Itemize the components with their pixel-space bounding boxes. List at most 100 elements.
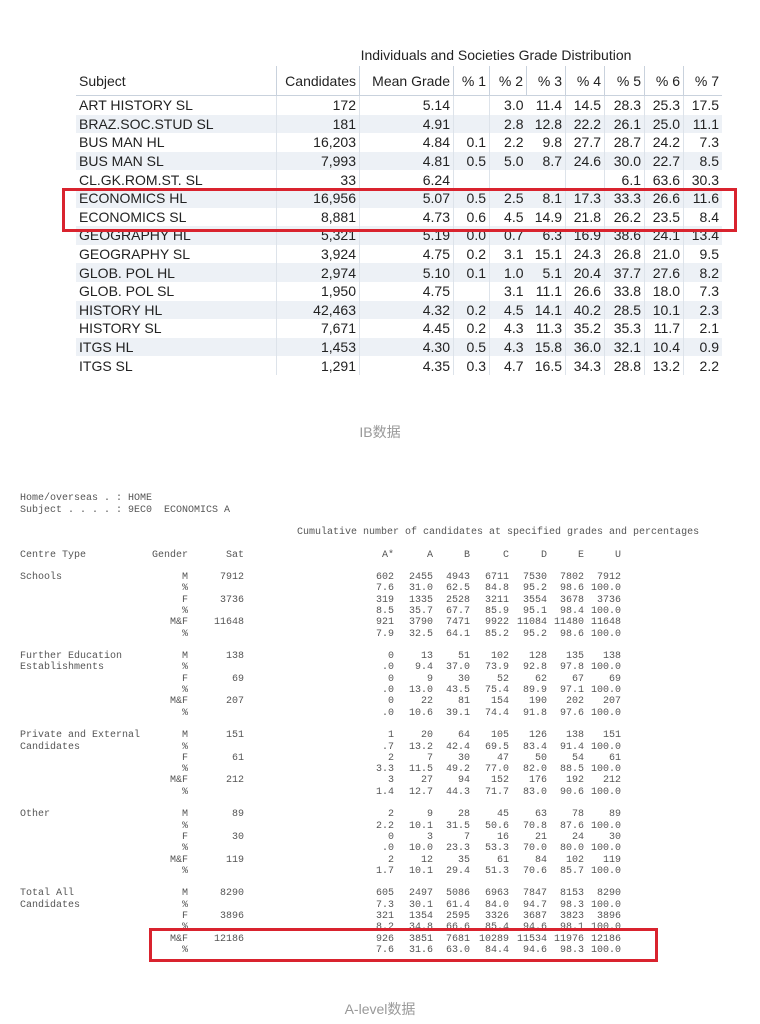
value-cell: 50.6 (484, 820, 509, 832)
value-cell: 1335 (408, 594, 433, 606)
table-row: BUS MAN SL 7,993 4.81 0.5 5.0 8.7 24.6 30.0 22.7… (76, 151, 722, 171)
value-cell: 3823 (559, 911, 584, 922)
table-row: GEOGRAPHY SL 3,924 4.75 0.2 3.1 15.1 24.3 26.8 2… (76, 244, 722, 264)
gender-cell: M&F (169, 854, 188, 866)
value-cell: 51.3 (484, 865, 509, 877)
value-cell: 1,453 (276, 337, 360, 357)
value-cell: 14.5 (565, 95, 605, 115)
value-cell: 4.7 (489, 356, 527, 375)
value-cell: 97.6 (559, 707, 584, 719)
value-cell: 98.6 (559, 628, 584, 640)
value-cell: 63 (534, 809, 547, 821)
centre-type-label: Candidates (20, 741, 81, 753)
value-cell: 82.0 (522, 764, 547, 776)
table-row: GLOB. POL HL 2,974 5.10 0.1 1.0 5.1 20.4 37.7 27… (76, 263, 722, 282)
value-cell: 89 (608, 809, 621, 821)
value-cell: 0 (387, 831, 394, 843)
value-cell: 8.7 (526, 151, 566, 171)
value-cell: 100.0 (590, 628, 621, 640)
gender-cell: M (181, 651, 188, 663)
value-cell: 100.0 (590, 583, 621, 595)
value-cell: 33.3 (604, 188, 645, 208)
value-cell: 85.4 (484, 922, 509, 934)
value-cell: 70.0 (522, 843, 547, 855)
value-cell: 80.0 (559, 843, 584, 855)
ib-table-title: Individuals and Societies Grade Distribu… (360, 47, 632, 63)
value-cell: 44.3 (445, 786, 470, 798)
value-cell: 8.2 (375, 922, 394, 934)
value-cell: 24.3 (565, 244, 605, 264)
value-cell: 51 (457, 651, 470, 663)
value-cell: 11.5 (408, 764, 433, 776)
value-cell: 100.0 (590, 786, 621, 798)
value-cell: 7.3 (683, 281, 722, 301)
value-cell: 0.9 (683, 337, 722, 357)
value-cell: 11976 (553, 933, 584, 945)
value-cell: 28 (457, 809, 470, 821)
value-cell: 3896 (219, 911, 244, 922)
value-cell: 28.7 (604, 133, 645, 152)
column-header: % 4 (565, 66, 605, 96)
value-cell (527, 170, 566, 189)
value-cell: 4.30 (359, 337, 454, 357)
value-cell: 29.4 (445, 865, 470, 877)
value-cell: 4.73 (359, 207, 454, 227)
centre-type-label: Private and External (20, 730, 141, 742)
value-cell: 78 (571, 809, 584, 821)
value-cell: 6.24 (359, 170, 454, 189)
value-cell: 85.2 (484, 628, 509, 640)
value-cell: 10.0 (408, 843, 433, 855)
value-cell: 11.4 (535, 97, 562, 114)
gender-cell: M&F (169, 617, 188, 629)
value-cell: 30.0 (604, 151, 645, 171)
value-cell: 98.4 (559, 605, 584, 617)
value-cell: 2.2 (375, 820, 394, 832)
value-cell: 4.35 (359, 356, 454, 375)
value-cell: 31.0 (408, 583, 433, 595)
value-cell: 45 (496, 809, 509, 821)
column-header: E (577, 550, 584, 561)
value-cell: 23.5 (644, 207, 684, 227)
value-cell: 1,291 (276, 356, 360, 375)
value-cell: 4.45 (359, 319, 454, 338)
value-cell (453, 95, 490, 115)
value-cell: 27.7 (565, 133, 605, 152)
value-cell: 25.3 (644, 95, 684, 115)
value-cell: 0.3 (453, 356, 490, 375)
table-row: BRAZ.SOC.STUD SL 181 4.91 2.8 12.8 22.2 26.1 25… (76, 114, 722, 134)
table-row: ECONOMICS HL 16,956 5.07 0.5 2.5 8.1 17.3 33.3 2… (76, 188, 722, 208)
value-cell: 128 (528, 651, 547, 663)
value-cell: 84.8 (484, 583, 509, 595)
gender-cell: F (181, 594, 188, 606)
value-cell: 2.3 (683, 300, 722, 320)
value-cell: 92.8 (522, 662, 547, 674)
table-row: HISTORY SL 7,671 4.45 0.2 4.3 11.3 35.2 35.3 11.… (76, 319, 722, 338)
value-cell: 7.6 (375, 944, 394, 956)
value-cell: 5.14 (359, 95, 454, 115)
value-cell: 35.7 (408, 605, 433, 617)
value-cell: 5.1 (526, 263, 566, 282)
value-cell: 84 (534, 854, 547, 866)
value-cell: 81 (457, 696, 470, 708)
value-cell: 16,956 (276, 188, 360, 208)
value-cell: 24.2 (644, 133, 684, 152)
value-cell: 1 (387, 730, 394, 742)
value-cell: 0 (387, 651, 394, 663)
value-cell: 71.7 (484, 786, 509, 798)
gender-cell: % (181, 944, 188, 956)
value-cell: 31.5 (445, 820, 470, 832)
value-cell: 100.0 (590, 843, 621, 855)
value-cell: 37.7 (604, 263, 645, 282)
value-cell: 151 (602, 730, 621, 742)
value-cell: 152 (490, 775, 509, 787)
value-cell: 138 (225, 651, 244, 663)
alevel-subject-line: Subject . . . . : 9EC0 ECONOMICS A (20, 505, 231, 516)
column-header: B (463, 550, 470, 561)
value-cell (489, 170, 527, 189)
value-cell: 102 (490, 651, 509, 663)
value-cell: 3211 (484, 594, 509, 606)
value-cell: 9922 (484, 617, 509, 629)
value-cell: 0 (387, 673, 394, 685)
value-cell: 2.1 (683, 319, 722, 338)
value-cell: 67 (571, 673, 584, 685)
